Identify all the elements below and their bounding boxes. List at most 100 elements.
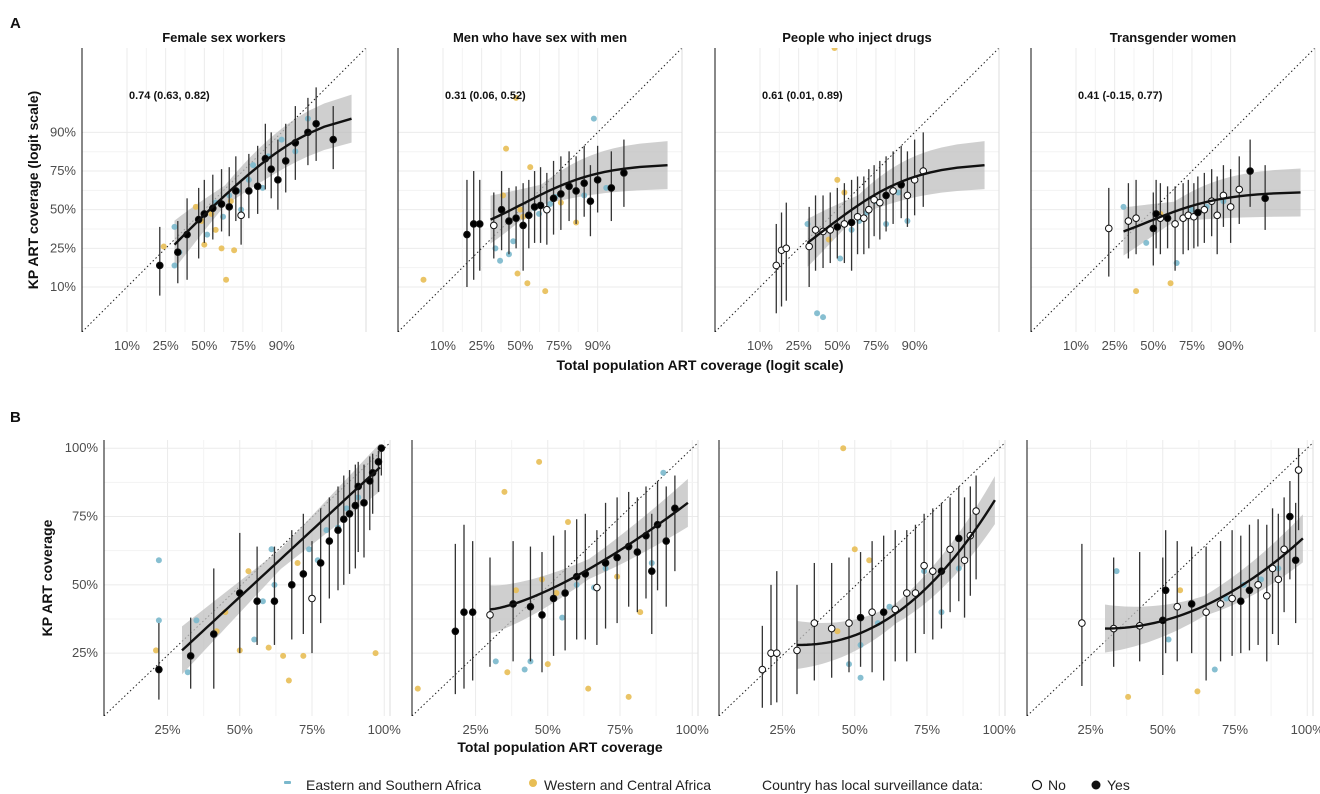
surveillance-point-yes (505, 217, 513, 225)
surveillance-point-yes (287, 581, 296, 589)
fit-line (1104, 537, 1304, 630)
panel-B-1: 25% 50% 75% 100% 25% 50% 75% 100% (65, 440, 402, 737)
y-tick-label: 25% (50, 240, 76, 255)
surveillance-point-no (811, 226, 820, 234)
surveillance-point-no (889, 187, 897, 195)
surveillance-point-no (486, 611, 494, 619)
x-tick-label: 100% (368, 722, 402, 737)
region-point-wca (585, 685, 592, 692)
panel-marks (1031, 48, 1315, 332)
surveillance-point-yes (1187, 600, 1196, 608)
region-point-esa (660, 469, 667, 476)
surveillance-point-no (1280, 545, 1288, 554)
surveillance-point-yes (856, 613, 865, 622)
surveillance-point-yes (586, 197, 595, 206)
surveillance-point-no (928, 567, 937, 575)
surveillance-point-no (782, 244, 791, 253)
x-axis-label-B: Total population ART coverage (457, 739, 663, 755)
row-a: A KP ART coverage (logit scale) Total popu… (10, 15, 1316, 373)
surveillance-point-yes (329, 135, 338, 144)
identity-line (1031, 48, 1315, 332)
surveillance-point-yes (833, 223, 842, 231)
region-point-esa (1258, 576, 1264, 583)
region-point-wca (501, 488, 508, 495)
legend-esa-swatch (284, 781, 291, 784)
surveillance-point-yes (882, 191, 890, 200)
region-point-esa (171, 223, 178, 230)
x-tick-label: 75% (230, 338, 256, 353)
y-tick-label: 50% (72, 577, 98, 592)
region-point-wca (514, 270, 521, 277)
surveillance-point-yes (1194, 208, 1202, 217)
x-tick-label: 25% (770, 722, 796, 737)
region-point-wca (840, 445, 847, 452)
surveillance-point-yes (463, 230, 471, 239)
region-point-esa (1223, 595, 1230, 602)
surveillance-point-no (1202, 608, 1210, 616)
region-point-wca (201, 241, 208, 248)
region-point-wca (565, 518, 571, 525)
panel-letter-B: B (10, 409, 21, 426)
surveillance-point-no (946, 545, 954, 554)
region-point-wca (160, 243, 167, 250)
surveillance-point-no (758, 665, 767, 674)
panel-marks (1027, 442, 1313, 716)
panel-marks (412, 442, 698, 716)
y-axis-label-A: KP ART coverage (logit scale) (25, 91, 41, 289)
region-point-wca (420, 276, 427, 283)
surveillance-point-no (1104, 224, 1113, 233)
surveillance-point-yes (334, 526, 342, 534)
surveillance-point-yes (549, 594, 558, 603)
surveillance-point-yes (225, 203, 234, 211)
region-point-wca (553, 590, 560, 597)
region-point-wca (414, 685, 421, 692)
x-tick-label: 75% (1179, 338, 1205, 353)
surveillance-point-no (845, 619, 853, 627)
surveillance-point-no (1078, 619, 1086, 627)
x-tick-label: 25% (463, 722, 489, 737)
region-point-esa (1143, 239, 1150, 246)
region-point-wca (527, 164, 534, 171)
region-point-wca (834, 628, 841, 635)
surveillance-point-no (960, 556, 969, 565)
surveillance-point-no (1124, 217, 1133, 225)
region-point-wca (1167, 280, 1174, 287)
surveillance-point-yes (620, 169, 628, 177)
panel-A-4: 10% 25% 50% 75% 90% Transgender women 0.41 (-0… (1030, 30, 1316, 353)
region-point-wca (524, 280, 531, 287)
surveillance-point-no (1254, 581, 1262, 589)
x-tick-label: 50% (1150, 722, 1176, 737)
x-tick-label: 100% (676, 722, 710, 737)
region-point-esa (820, 314, 827, 321)
region-point-esa (521, 666, 528, 673)
surveillance-point-yes (270, 597, 279, 606)
x-tick-label: 10% (430, 338, 456, 353)
x-tick-label: 100% (1291, 722, 1320, 737)
legend-esa-label: Eastern and Southern Africa (306, 777, 481, 793)
surveillance-point-yes (847, 218, 856, 227)
surveillance-point-no (1216, 600, 1225, 608)
surveillance-point-yes (468, 608, 477, 616)
surveillance-point-no (1262, 591, 1271, 600)
surveillance-point-yes (497, 205, 506, 214)
region-point-wca (294, 559, 301, 566)
surveillance-point-yes (538, 611, 546, 619)
x-tick-label: 90% (269, 338, 295, 353)
region-point-wca (851, 546, 858, 553)
region-point-wca (834, 176, 841, 183)
legend-yes-marker (1091, 780, 1101, 790)
x-tick-label: 75% (299, 722, 325, 737)
panel-marks (398, 48, 682, 332)
surveillance-point-no (1294, 466, 1303, 474)
y-tick-label: 100% (65, 440, 99, 455)
surveillance-point-yes (512, 214, 520, 222)
panel-B-3: 25% 50% 75% 100% (718, 440, 1016, 737)
surveillance-point-yes (377, 444, 386, 452)
surveillance-point-no (972, 507, 980, 515)
x-tick-label: 75% (546, 338, 572, 353)
surveillance-point-yes (1245, 586, 1254, 595)
x-tick-label: 90% (902, 338, 928, 353)
region-point-esa (547, 201, 554, 208)
region-point-esa (497, 257, 504, 264)
surveillance-point-yes (549, 194, 558, 203)
